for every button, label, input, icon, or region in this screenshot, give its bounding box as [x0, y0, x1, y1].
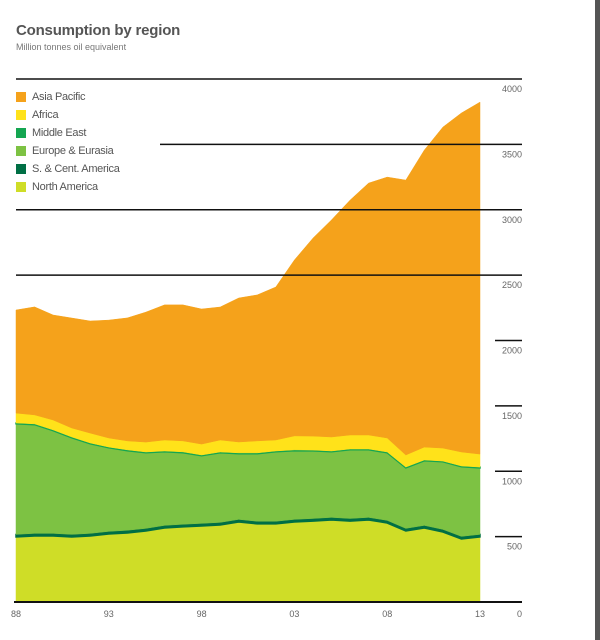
- y-tick-label: 500: [507, 542, 522, 552]
- legend-label: S. & Cent. America: [32, 163, 120, 175]
- chart-subtitle: Million tonnes oil equivalent: [16, 42, 127, 52]
- page-edge: [595, 0, 600, 640]
- y-tick-label: 4000: [502, 84, 522, 94]
- legend-item: S. & Cent. America: [16, 160, 120, 178]
- legend-item: Europe & Eurasia: [16, 142, 120, 160]
- y-tick-label: 3000: [502, 215, 522, 225]
- legend-swatch: [16, 164, 26, 174]
- y-tick-label: 1500: [502, 411, 522, 421]
- legend-swatch: [16, 128, 26, 138]
- legend-label: Asia Pacific: [32, 91, 86, 103]
- area-asia-pacific: [15, 101, 481, 456]
- y-tick-label: 1000: [502, 476, 522, 486]
- legend-item: Asia Pacific: [16, 88, 120, 106]
- y-tick-label: 0: [517, 609, 522, 619]
- x-tick-label: 08: [382, 609, 392, 619]
- x-tick-label: 93: [104, 609, 114, 619]
- legend-item: Middle East: [16, 124, 120, 142]
- legend-label: North America: [32, 181, 98, 193]
- x-tick-label: 88: [11, 609, 21, 619]
- y-tick-label: 3500: [502, 149, 522, 159]
- legend-swatch: [16, 92, 26, 102]
- x-tick-label: 03: [289, 609, 299, 619]
- legend-swatch: [16, 110, 26, 120]
- y-tick-label: 2000: [502, 346, 522, 356]
- x-tick-label: 98: [197, 609, 207, 619]
- x-tick-label: 13: [475, 609, 485, 619]
- legend-label: Africa: [32, 109, 59, 121]
- legend-swatch: [16, 182, 26, 192]
- legend-swatch: [16, 146, 26, 156]
- legend-label: Europe & Eurasia: [32, 145, 114, 157]
- y-tick-label: 2500: [502, 280, 522, 290]
- legend-item: North America: [16, 178, 120, 196]
- legend-item: Africa: [16, 106, 120, 124]
- legend-label: Middle East: [32, 127, 87, 139]
- chart-title: Consumption by region: [16, 22, 181, 39]
- legend: Asia Pacific Africa Middle East Europe & Eu…: [16, 88, 120, 196]
